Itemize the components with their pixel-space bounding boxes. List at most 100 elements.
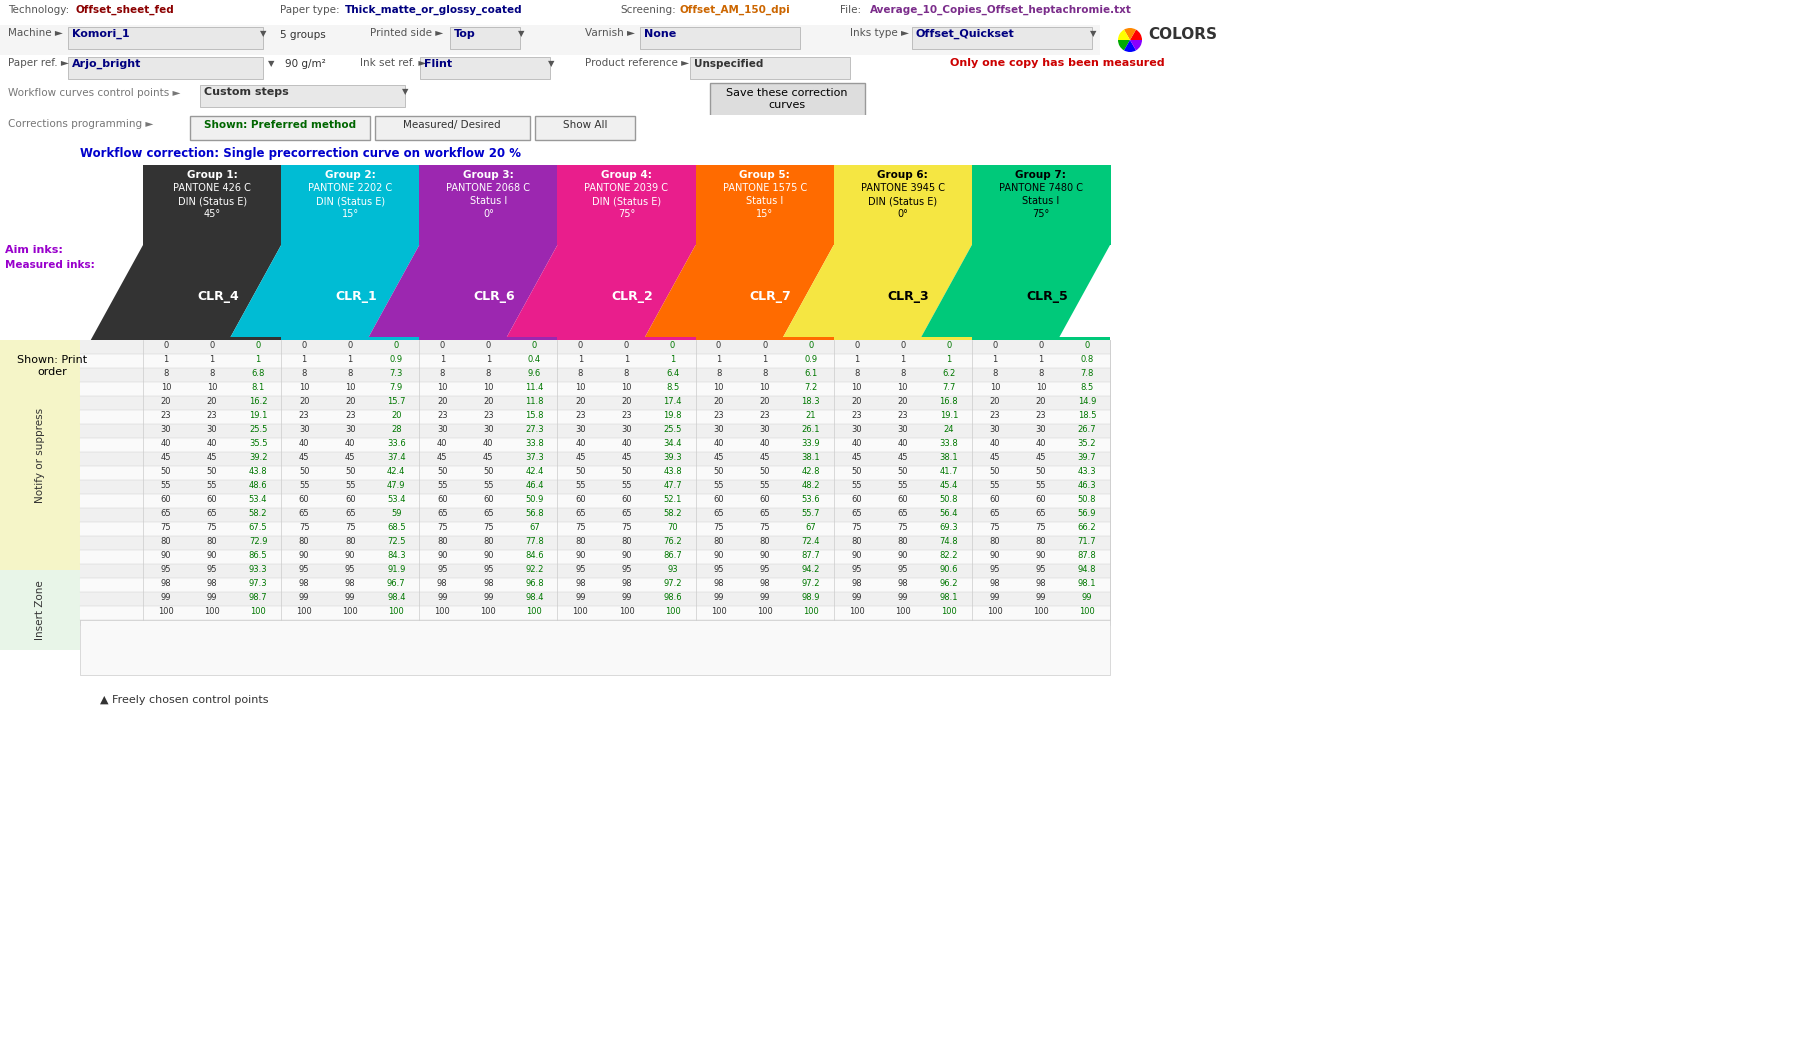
Text: 40: 40 — [1036, 438, 1046, 448]
Text: 0: 0 — [531, 341, 537, 350]
Text: 0: 0 — [255, 341, 260, 350]
Bar — [80, 578, 1110, 592]
Text: 18.3: 18.3 — [801, 397, 821, 406]
Text: Shown: Print
order: Shown: Print order — [16, 355, 87, 377]
Text: 45: 45 — [575, 453, 586, 462]
Text: 50.8: 50.8 — [1077, 495, 1096, 504]
Text: 40: 40 — [437, 438, 448, 448]
Text: ▼: ▼ — [519, 29, 524, 38]
Text: 25.5: 25.5 — [662, 425, 682, 434]
Text: 0: 0 — [624, 341, 630, 350]
Text: 23: 23 — [897, 411, 908, 420]
Text: 34.4: 34.4 — [662, 438, 682, 448]
Text: 30: 30 — [160, 425, 171, 434]
Text: 43.8: 43.8 — [662, 467, 682, 476]
Text: ▼: ▼ — [548, 60, 555, 68]
Text: 50.8: 50.8 — [939, 495, 957, 504]
Text: 39.7: 39.7 — [1077, 453, 1096, 462]
Text: 98.7: 98.7 — [249, 593, 268, 602]
Bar — [557, 337, 695, 340]
Text: 55: 55 — [621, 481, 632, 490]
Text: 100: 100 — [803, 607, 819, 616]
Text: Group 3:: Group 3: — [462, 170, 513, 180]
Text: 90: 90 — [897, 551, 908, 560]
Text: 100: 100 — [573, 607, 588, 616]
Text: 100: 100 — [757, 607, 772, 616]
Text: COLORS: COLORS — [1148, 27, 1218, 42]
Text: 45: 45 — [759, 453, 770, 462]
Bar — [80, 410, 1110, 424]
Text: Status I: Status I — [470, 196, 508, 206]
Text: Shown: Preferred method: Shown: Preferred method — [204, 120, 357, 130]
Bar — [0, 145, 1820, 165]
Text: 47.7: 47.7 — [662, 481, 682, 490]
Text: 8: 8 — [164, 369, 169, 378]
Text: 23: 23 — [759, 411, 770, 420]
Text: Group 4:: Group 4: — [601, 170, 652, 180]
Text: 100: 100 — [848, 607, 864, 616]
Text: 10: 10 — [621, 383, 632, 392]
Text: 99: 99 — [759, 593, 770, 602]
Text: 60: 60 — [897, 495, 908, 504]
Text: Arjo_bright: Arjo_bright — [73, 60, 142, 69]
Text: Status I: Status I — [746, 196, 783, 206]
Text: 23: 23 — [852, 411, 863, 420]
Text: 48.2: 48.2 — [801, 481, 821, 490]
Text: 15°: 15° — [342, 209, 359, 219]
Bar — [80, 396, 1110, 410]
Text: Unspecified: Unspecified — [693, 60, 763, 69]
Text: 1: 1 — [164, 355, 169, 364]
Text: 1: 1 — [486, 355, 491, 364]
Text: 0.9: 0.9 — [804, 355, 817, 364]
Polygon shape — [502, 245, 695, 345]
Text: 99: 99 — [575, 593, 586, 602]
Text: 20: 20 — [346, 397, 355, 406]
Text: 40: 40 — [575, 438, 586, 448]
Text: 100: 100 — [158, 607, 175, 616]
Text: 55: 55 — [437, 481, 448, 490]
Text: 0: 0 — [1085, 341, 1090, 350]
Text: 100: 100 — [712, 607, 726, 616]
Text: 50: 50 — [437, 467, 448, 476]
Text: 40: 40 — [160, 438, 171, 448]
Text: 98: 98 — [482, 579, 493, 588]
Text: 100: 100 — [1079, 607, 1096, 616]
Text: 20: 20 — [713, 397, 724, 406]
Text: 43.3: 43.3 — [1077, 467, 1096, 476]
Text: 6.1: 6.1 — [804, 369, 817, 378]
Text: 40: 40 — [852, 438, 863, 448]
Text: 65: 65 — [759, 509, 770, 518]
Text: 40: 40 — [298, 438, 309, 448]
Text: 10: 10 — [207, 383, 217, 392]
Text: 90 g/m²: 90 g/m² — [286, 60, 326, 69]
Text: 99: 99 — [207, 593, 217, 602]
Text: ▼: ▼ — [1090, 29, 1096, 38]
Text: 38.1: 38.1 — [801, 453, 821, 462]
Text: 1: 1 — [577, 355, 582, 364]
Text: Printed side ►: Printed side ► — [369, 28, 444, 38]
Text: 5 groups: 5 groups — [280, 30, 326, 40]
Text: 33.9: 33.9 — [801, 438, 821, 448]
Text: 95: 95 — [298, 565, 309, 574]
Text: 50: 50 — [852, 467, 863, 476]
Text: 80: 80 — [621, 537, 632, 546]
Text: 0: 0 — [901, 341, 905, 350]
Text: 20: 20 — [207, 397, 217, 406]
Text: 80: 80 — [1036, 537, 1046, 546]
Polygon shape — [226, 245, 419, 345]
Text: 45: 45 — [482, 453, 493, 462]
Text: 7.3: 7.3 — [389, 369, 402, 378]
Text: 60: 60 — [852, 495, 863, 504]
Text: CLR_1: CLR_1 — [335, 290, 377, 303]
Text: 55: 55 — [897, 481, 908, 490]
Bar — [80, 382, 1110, 396]
Text: 8: 8 — [440, 369, 446, 378]
Text: PANTONE 1575 C: PANTONE 1575 C — [723, 183, 806, 193]
Text: 75: 75 — [621, 523, 632, 532]
Bar — [690, 57, 850, 79]
Text: 45.4: 45.4 — [939, 481, 957, 490]
Bar — [695, 337, 834, 340]
Text: 69.3: 69.3 — [939, 523, 957, 532]
Text: 0: 0 — [164, 341, 169, 350]
Text: 96.8: 96.8 — [526, 579, 544, 588]
